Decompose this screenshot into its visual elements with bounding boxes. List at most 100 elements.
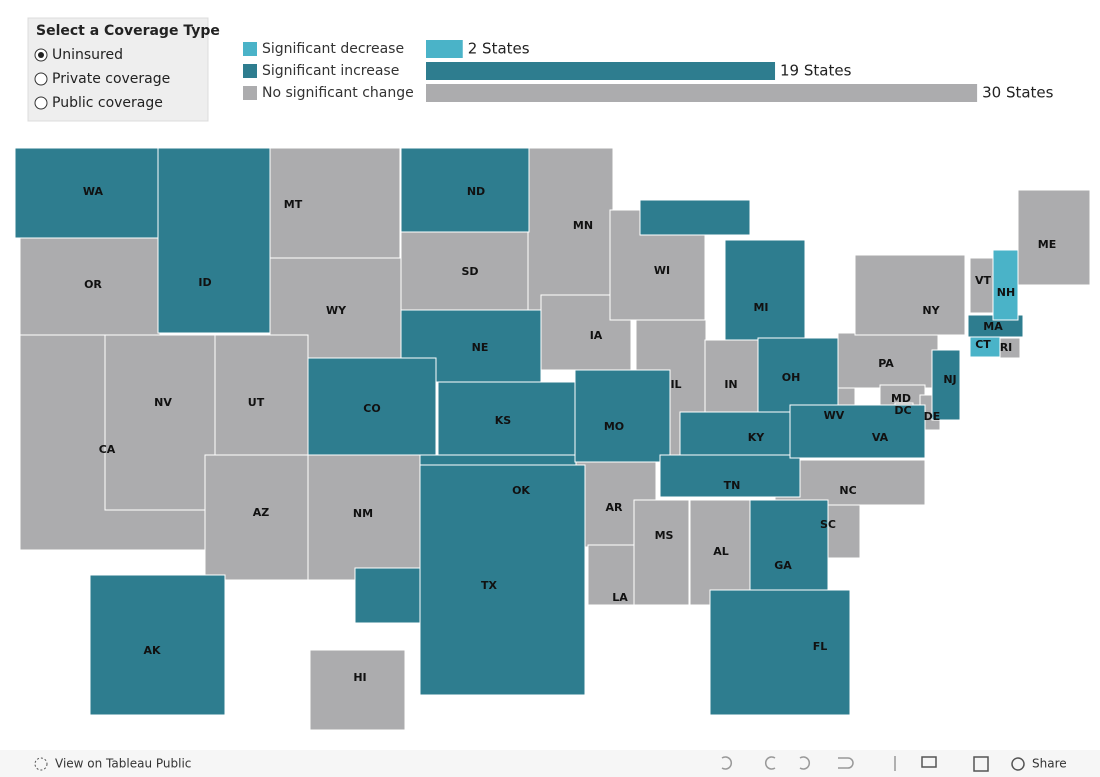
- state-label: NM: [353, 507, 373, 520]
- state-label: IA: [590, 329, 603, 342]
- state-label: DC: [894, 404, 911, 417]
- state-label: OK: [512, 484, 530, 497]
- state[interactable]: [659, 454, 801, 498]
- radio-button[interactable]: [34, 96, 48, 110]
- state-label: IL: [670, 378, 681, 391]
- state[interactable]: [992, 249, 1019, 321]
- state-label: AL: [713, 545, 729, 558]
- share-icon[interactable]: [1011, 757, 1025, 771]
- state-label: PA: [878, 357, 894, 370]
- state[interactable]: [789, 404, 926, 459]
- state-label: RI: [1000, 341, 1013, 354]
- legend-swatch: [243, 64, 257, 78]
- state-label: MT: [284, 198, 303, 211]
- state[interactable]: [969, 336, 1001, 358]
- state-label: NV: [154, 396, 172, 409]
- state-label: AZ: [253, 506, 270, 519]
- state-label: DE: [924, 410, 941, 423]
- state[interactable]: [527, 147, 614, 319]
- count-bar: [426, 40, 463, 58]
- undo-icon[interactable]: [721, 756, 732, 770]
- share-button[interactable]: Share: [1032, 757, 1067, 771]
- state-shapes: [14, 147, 1091, 731]
- state-label: MD: [891, 392, 911, 405]
- legend-label: Significant decrease: [262, 41, 404, 57]
- count-label: 2 States: [468, 40, 530, 58]
- state-label: SD: [461, 265, 478, 278]
- state[interactable]: [400, 147, 530, 233]
- legend-swatch: [243, 86, 257, 100]
- state[interactable]: [354, 464, 586, 696]
- state-label: WY: [326, 304, 347, 317]
- state-label: MI: [753, 301, 768, 314]
- count-bar: [426, 84, 978, 102]
- state-label: KS: [495, 414, 512, 427]
- filter-option[interactable]: Public coverage: [52, 95, 163, 111]
- state[interactable]: [214, 334, 309, 456]
- state-label: FL: [813, 640, 828, 653]
- tableau-link[interactable]: View on Tableau Public: [55, 757, 191, 771]
- state-label: AK: [143, 644, 161, 657]
- state-label: VT: [975, 274, 992, 287]
- state-label: NJ: [943, 373, 956, 386]
- radio-button[interactable]: [34, 72, 48, 86]
- state[interactable]: [749, 499, 829, 591]
- refresh-icon[interactable]: [838, 757, 854, 769]
- state-label: CO: [363, 402, 380, 415]
- state-labels: OR CA NV MT WY UT AZ NM SD MN IA WI IL IN AR LA MS AL SC NC…: [83, 185, 1056, 684]
- legend-label: No significant change: [262, 85, 414, 101]
- download-icon[interactable]: [921, 756, 937, 768]
- state-label: HI: [353, 671, 366, 684]
- state-label: WV: [824, 409, 845, 422]
- redo-icon[interactable]: [765, 756, 776, 770]
- count-label: 30 States: [982, 84, 1054, 102]
- state-label: WI: [654, 264, 670, 277]
- filter-option[interactable]: Private coverage: [52, 71, 170, 87]
- state-label: MA: [983, 320, 1003, 333]
- toolbar-icons: [721, 756, 1025, 772]
- state-label: ND: [467, 185, 485, 198]
- count-label: 19 States: [780, 62, 852, 80]
- state-label: MN: [573, 219, 593, 232]
- state-label: ME: [1038, 238, 1056, 251]
- state-label: TN: [724, 479, 741, 492]
- state-label: WA: [83, 185, 104, 198]
- count-bar: [426, 62, 776, 80]
- state[interactable]: [633, 499, 690, 606]
- state-label: NE: [472, 341, 489, 354]
- revert-icon[interactable]: [799, 756, 810, 770]
- state[interactable]: [89, 574, 226, 716]
- state[interactable]: [709, 589, 851, 716]
- toolbar: [0, 750, 1100, 777]
- state-label: UT: [248, 396, 265, 409]
- filter-title: Select a Coverage Type: [36, 23, 220, 39]
- state[interactable]: [574, 369, 671, 463]
- filter-option[interactable]: Uninsured: [52, 47, 123, 63]
- state[interactable]: [157, 147, 271, 334]
- state-label: NH: [997, 286, 1015, 299]
- filter-panel: [27, 17, 209, 122]
- state-label: OR: [84, 278, 102, 291]
- state[interactable]: [679, 411, 796, 456]
- state[interactable]: [931, 349, 961, 421]
- state-label: NY: [922, 304, 940, 317]
- legend-swatch: [243, 42, 257, 56]
- state-label: AR: [606, 501, 624, 514]
- fullscreen-icon[interactable]: [973, 756, 989, 772]
- state[interactable]: [854, 254, 966, 336]
- state-label: CA: [99, 443, 116, 456]
- state-label: VA: [872, 431, 889, 444]
- state[interactable]: [104, 334, 216, 511]
- state-label: LA: [612, 591, 628, 604]
- state-label: IN: [724, 378, 737, 391]
- state-label: SC: [820, 518, 836, 531]
- state-label: GA: [774, 559, 792, 572]
- state[interactable]: [309, 649, 406, 731]
- state-label: KY: [748, 431, 766, 444]
- state-label: NC: [839, 484, 856, 497]
- state-label: OH: [782, 371, 801, 384]
- state-label: CT: [975, 338, 991, 351]
- legend-label: Significant increase: [262, 63, 399, 79]
- state-label: TX: [481, 579, 498, 592]
